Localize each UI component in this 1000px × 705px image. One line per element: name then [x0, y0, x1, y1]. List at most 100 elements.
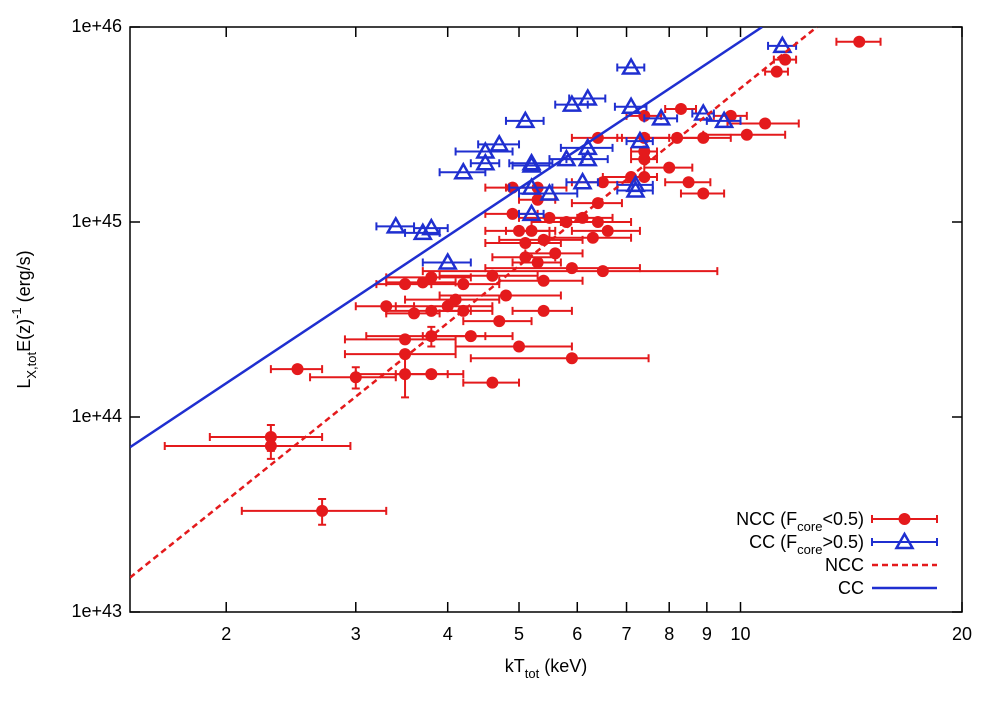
point: [577, 148, 598, 167]
legend-label: NCC: [825, 555, 864, 575]
x-error-bar: [454, 147, 514, 156]
x-tick-label: 9: [702, 624, 712, 644]
x-axis-label-part: kT: [505, 656, 525, 676]
fit-line: [130, 27, 763, 449]
point: [853, 35, 866, 48]
point: [596, 176, 609, 189]
point: [316, 504, 329, 517]
legend-label-part: >0.5): [822, 532, 864, 552]
point: [457, 278, 470, 291]
x-error-bar: [554, 100, 589, 109]
point: [625, 180, 646, 198]
point: [380, 300, 393, 313]
x-error-bar: [421, 258, 472, 267]
x-error-bar: [404, 228, 441, 237]
point: [663, 161, 676, 174]
point: [713, 110, 735, 129]
point: [537, 304, 550, 317]
x-error-bar: [421, 267, 719, 276]
point: [453, 161, 474, 180]
point: [565, 352, 578, 365]
point: [697, 187, 710, 200]
x-axis-label-part: (keV): [539, 656, 587, 676]
x-axis-label-part: tot: [525, 666, 540, 681]
legend-label-part: NCC: [825, 555, 864, 575]
x-tick-label: 8: [664, 624, 674, 644]
x-error-bar: [469, 159, 501, 168]
point: [513, 340, 526, 353]
x-tick-label: 4: [443, 624, 453, 644]
point: [412, 222, 433, 241]
point: [499, 289, 512, 302]
point: [601, 224, 614, 237]
fit-line: [130, 27, 818, 579]
point: [264, 440, 277, 453]
legend-marker: [894, 531, 915, 550]
x-tick-label: 20: [952, 624, 972, 644]
y-tick-label: 1e+45: [71, 211, 122, 231]
point: [561, 94, 583, 112]
point: [586, 231, 599, 244]
point: [408, 307, 421, 320]
point: [620, 56, 642, 75]
x-error-bar: [518, 189, 579, 198]
x-error-bar: [504, 116, 545, 125]
legend-label-part: core: [797, 542, 822, 557]
legend-label-part: CC (F: [749, 532, 797, 552]
point: [565, 262, 578, 275]
point: [596, 265, 609, 278]
point: [591, 216, 604, 228]
y-tick-label: 1e+44: [71, 406, 122, 426]
legend-marker: [898, 513, 911, 525]
point: [629, 130, 651, 149]
point: [740, 128, 753, 141]
plot-frame: [129, 26, 963, 613]
point: [674, 102, 687, 115]
point: [399, 278, 412, 291]
x-tick-label: 6: [572, 624, 582, 644]
point: [486, 269, 499, 282]
point: [421, 217, 442, 236]
x-error-bar: [240, 506, 388, 515]
point: [385, 215, 406, 234]
point: [486, 376, 499, 389]
y-axis-label: LX,totE(z)-1 (erg/s): [9, 250, 39, 388]
plot-area: [130, 27, 882, 579]
point: [399, 348, 412, 361]
x-error-bar: [375, 222, 416, 231]
x-error-bar: [438, 168, 487, 177]
point: [519, 237, 532, 250]
y-axis-label-part: E(z): [14, 319, 34, 352]
y-axis-label-part: -1: [9, 307, 24, 319]
point: [416, 276, 429, 289]
y-tick-label: 1e+46: [71, 16, 122, 36]
x-tick-label: 5: [514, 624, 524, 644]
point: [682, 176, 695, 189]
legend-swatch: [871, 538, 938, 546]
point: [779, 53, 792, 66]
x-tick-label: 10: [730, 624, 750, 644]
point: [521, 203, 542, 222]
point: [759, 117, 772, 130]
point: [399, 333, 412, 346]
legend-label-part: NCC (F: [736, 509, 797, 529]
legend-label-part: core: [797, 519, 822, 534]
x-error-bar: [163, 442, 352, 451]
x-axis-label: kTtot (keV): [505, 656, 587, 681]
point: [437, 251, 458, 270]
point: [425, 368, 438, 381]
point: [650, 107, 672, 126]
legend-label: CC: [838, 578, 864, 598]
point: [576, 211, 589, 224]
x-error-bar: [767, 41, 798, 50]
point: [441, 300, 454, 313]
point: [449, 293, 462, 306]
y-axis-label-part: L: [14, 379, 34, 389]
point: [539, 182, 560, 201]
x-error-bar: [518, 209, 545, 218]
legend-label: CC (Fcore>0.5): [749, 532, 864, 557]
y-axis-label-part: (erg/s): [14, 250, 34, 307]
point: [521, 154, 542, 173]
x-error-bar: [625, 137, 654, 146]
